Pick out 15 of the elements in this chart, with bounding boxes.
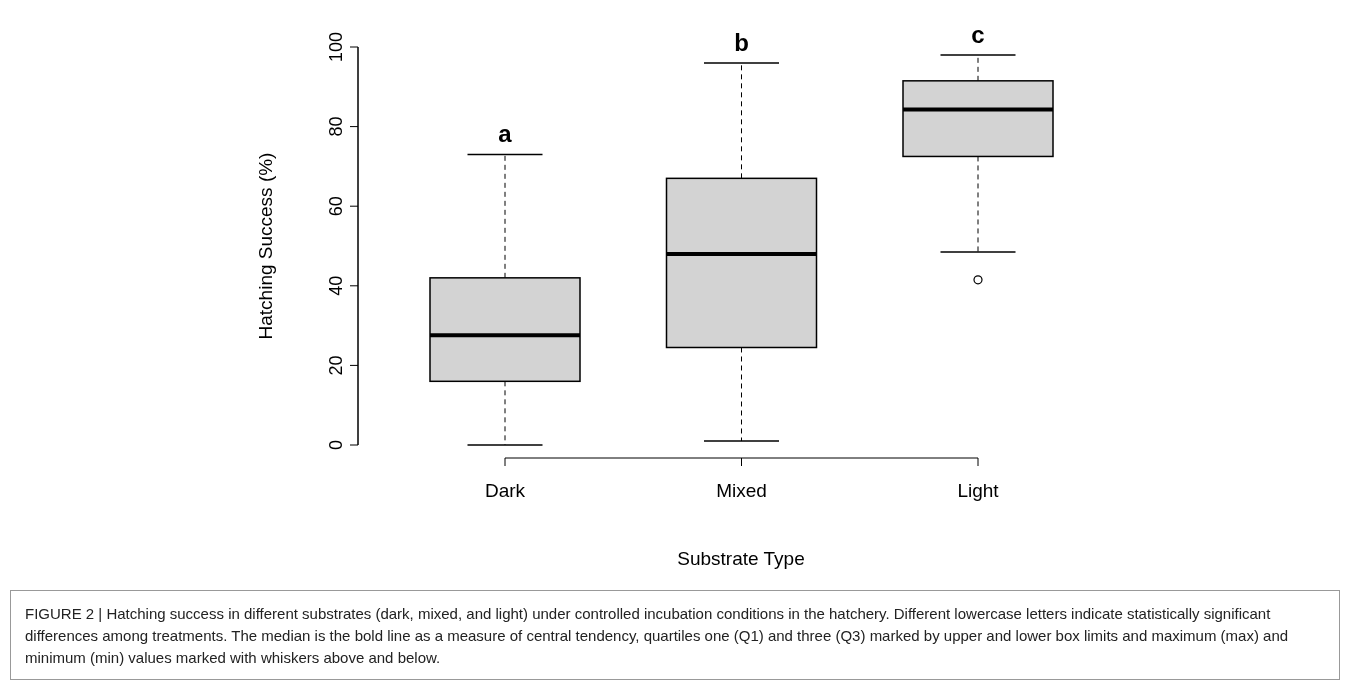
y-tick-label: 40	[326, 275, 346, 296]
y-tick-label: 20	[326, 355, 346, 376]
y-tick-label: 100	[326, 31, 346, 63]
y-tick-label: 60	[326, 196, 346, 217]
x-axis-title: Substrate Type	[677, 548, 805, 569]
annotation: a	[498, 120, 513, 148]
x-tick-label: Light	[957, 480, 1000, 501]
annotation: c	[971, 20, 985, 48]
x-tick-label: Dark	[484, 480, 526, 501]
x-tick-label: Mixed	[716, 480, 767, 501]
y-tick-label: 80	[326, 116, 346, 137]
y-tick-label: 0	[326, 439, 346, 451]
caption: FIGURE 2 | Hatching success in different substrates (dark, mixed, and light) under controlled incubation conditions in the hatchery. Different lowercase letters indicate statistically significant differences among treatments. The median is the bold line as a measure of central tendency, quartiles one (Q1) and three (Q3) marked by upper and lower box limits and maximum (max) and minimum (min) values marked with whiskers above and below.	[25, 604, 1290, 668]
y-axis-title: Hatching Success (%)	[255, 152, 276, 340]
annotation: b	[734, 28, 749, 56]
